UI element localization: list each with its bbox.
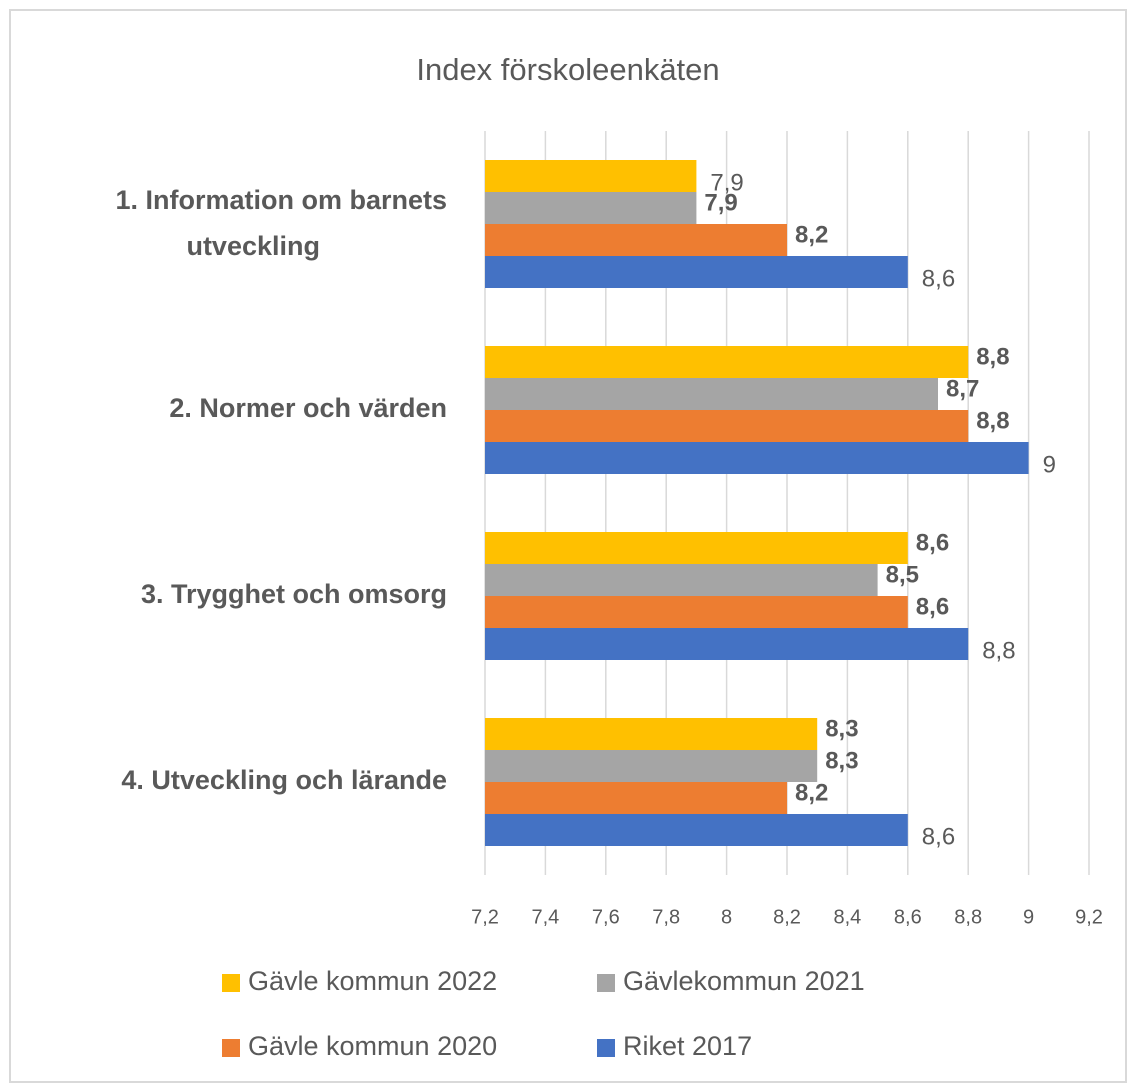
value-label: 8,8 [982, 637, 1015, 664]
legend-swatch [597, 1039, 615, 1057]
bar [485, 410, 969, 442]
x-tick-label: 9 [1023, 906, 1034, 928]
x-tick-label: 8,4 [833, 906, 861, 928]
legend-swatch [597, 974, 615, 992]
bar [485, 346, 969, 378]
value-label: 8,2 [795, 779, 828, 806]
category-label: 4. Utveckling och lärande [121, 765, 447, 795]
bar [485, 442, 1029, 474]
value-label: 8,8 [976, 407, 1009, 434]
bar [485, 596, 908, 628]
bar [485, 532, 908, 564]
x-tick-label: 8,6 [894, 906, 922, 928]
value-label: 7,9 [704, 189, 737, 216]
value-label: 7,9 [710, 169, 743, 196]
bar [485, 256, 908, 288]
bar [485, 192, 697, 224]
bar [485, 718, 818, 750]
legend-label: Gävle kommun 2022 [248, 966, 497, 996]
value-label: 8,6 [916, 593, 949, 620]
bar [485, 378, 938, 410]
bar [485, 814, 908, 846]
legend-swatch [222, 974, 240, 992]
chart-title: Index förskoleenkäten [416, 52, 719, 87]
legend-label: Gävlekommun 2021 [623, 966, 865, 996]
value-label: 8,6 [922, 265, 955, 292]
bar [485, 160, 697, 192]
x-tick-label: 7,2 [471, 906, 499, 928]
value-label: 8,5 [886, 561, 919, 588]
x-tick-label: 8,8 [954, 906, 982, 928]
x-tick-label: 8 [721, 906, 732, 928]
x-tick-label: 9,2 [1075, 906, 1103, 928]
category-label: 3. Trygghet och omsorg [141, 579, 447, 609]
value-label: 9 [1043, 451, 1056, 478]
category-label: 2. Normer och värden [169, 393, 447, 423]
bar [485, 628, 969, 660]
legend-label: Gävle kommun 2020 [248, 1031, 497, 1061]
bar [485, 782, 787, 814]
legend-swatch [222, 1039, 240, 1057]
x-tick-label: 7,8 [652, 906, 680, 928]
value-label: 8,6 [916, 529, 949, 556]
value-label: 8,2 [795, 221, 828, 248]
value-label: 8,3 [825, 715, 858, 742]
x-tick-label: 8,2 [773, 906, 801, 928]
x-tick-label: 7,4 [531, 906, 559, 928]
x-tick-label: 7,6 [592, 906, 620, 928]
bar [485, 564, 878, 596]
value-label: 8,8 [976, 343, 1009, 370]
value-label: 8,7 [946, 375, 979, 402]
bar [485, 750, 818, 782]
category-label: 1. Information om barnets utveckling [115, 185, 447, 261]
legend-label: Riket 2017 [623, 1031, 752, 1061]
value-label: 8,6 [922, 823, 955, 850]
bar [485, 224, 787, 256]
value-label: 8,3 [825, 747, 858, 774]
